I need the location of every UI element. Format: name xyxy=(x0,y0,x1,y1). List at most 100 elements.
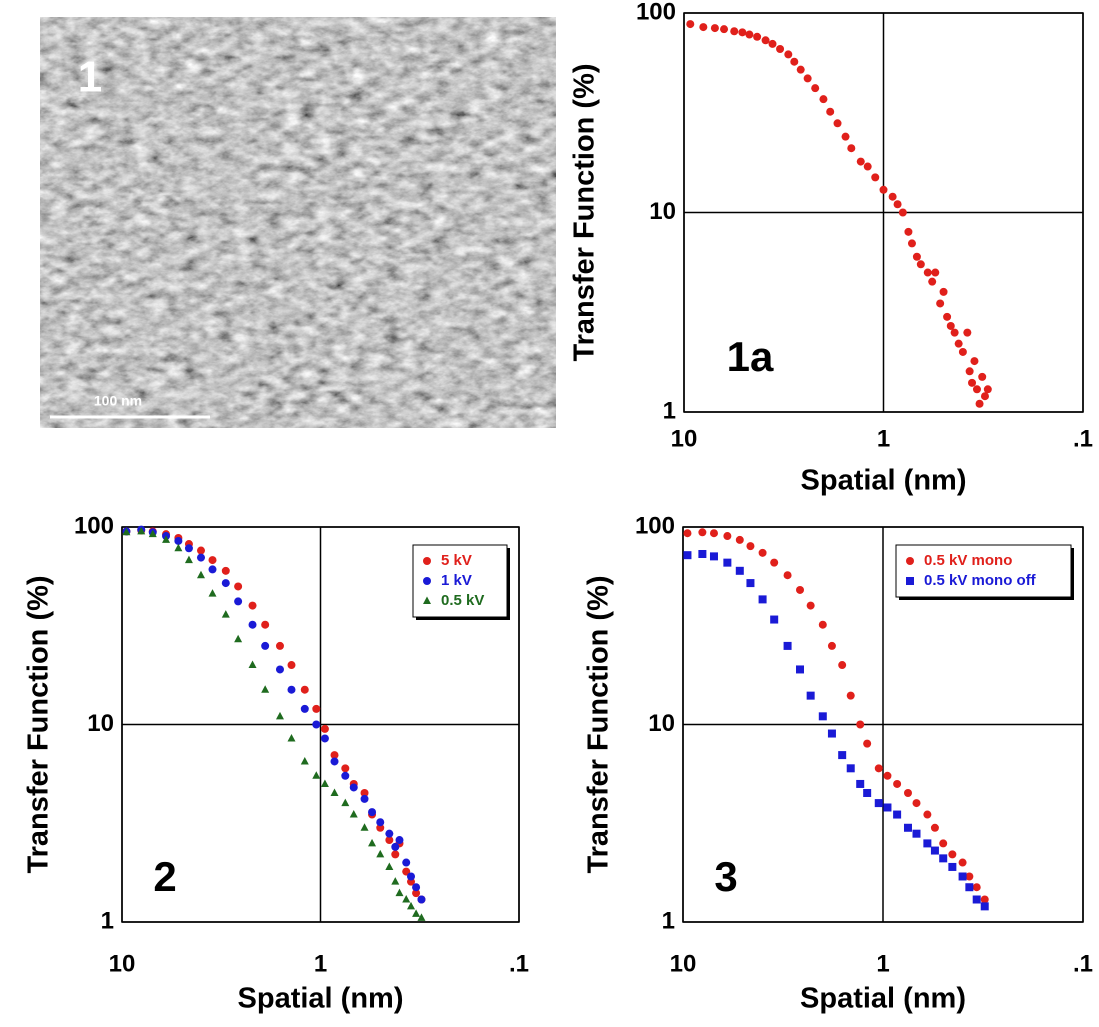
point xyxy=(300,756,309,765)
point xyxy=(287,685,296,694)
y-tick-label: 100 xyxy=(74,512,114,539)
image-label: 1 xyxy=(78,53,102,102)
point xyxy=(931,268,940,277)
point xyxy=(898,208,907,217)
point xyxy=(939,287,948,296)
point xyxy=(863,739,872,748)
point xyxy=(923,839,932,848)
point xyxy=(735,566,744,575)
point xyxy=(122,527,131,536)
point xyxy=(402,894,411,903)
point xyxy=(903,788,912,797)
point xyxy=(827,641,836,650)
point xyxy=(753,32,762,41)
point xyxy=(912,829,921,838)
point xyxy=(928,277,937,286)
point xyxy=(196,570,205,579)
point xyxy=(856,720,865,729)
y-tick-label: 1 xyxy=(663,397,676,424)
legend-marker xyxy=(906,577,914,585)
point xyxy=(723,532,732,541)
point xyxy=(196,553,205,562)
point xyxy=(417,913,426,921)
point xyxy=(248,620,257,629)
point xyxy=(916,260,925,269)
point xyxy=(783,641,792,650)
x-axis-label: Spatial (nm) xyxy=(238,983,404,1015)
point xyxy=(148,529,157,538)
point xyxy=(776,45,785,54)
point xyxy=(827,729,836,738)
point xyxy=(341,771,350,780)
point xyxy=(174,543,183,552)
point xyxy=(417,895,426,904)
point xyxy=(395,888,404,897)
point xyxy=(686,20,695,29)
point xyxy=(803,74,812,83)
point xyxy=(368,838,377,847)
point xyxy=(376,818,385,827)
y-tick-label: 100 xyxy=(636,0,676,25)
x-axis-label: Spatial (nm) xyxy=(801,465,967,497)
point xyxy=(965,883,974,892)
point xyxy=(972,895,981,904)
point xyxy=(770,615,779,624)
point xyxy=(735,535,744,544)
point xyxy=(221,566,230,575)
point xyxy=(958,347,967,356)
point xyxy=(683,529,692,538)
point xyxy=(341,798,350,807)
point xyxy=(863,788,872,797)
point xyxy=(723,558,732,567)
point xyxy=(300,685,309,694)
point xyxy=(412,889,421,898)
point xyxy=(391,842,400,851)
point xyxy=(912,252,921,261)
legend-marker xyxy=(906,557,914,565)
legend-label: 1 kV xyxy=(441,572,472,589)
x-tick-label: 10 xyxy=(671,425,698,452)
point xyxy=(893,810,902,819)
point xyxy=(261,685,270,693)
x-tick-label: .1 xyxy=(1073,950,1093,977)
point xyxy=(874,764,883,773)
point xyxy=(796,65,805,74)
point xyxy=(376,823,385,832)
sem-texture xyxy=(40,17,556,428)
point xyxy=(806,601,815,610)
point xyxy=(208,565,217,574)
point xyxy=(879,185,888,194)
point xyxy=(930,823,939,832)
point xyxy=(758,595,767,604)
point xyxy=(833,119,842,128)
point xyxy=(770,558,779,567)
point xyxy=(221,579,230,588)
point xyxy=(819,95,828,104)
panel-label: 1a xyxy=(727,333,774,380)
point xyxy=(796,665,805,674)
point xyxy=(709,529,718,538)
legend-marker xyxy=(423,557,431,565)
point xyxy=(221,610,230,618)
x-tick-label: .1 xyxy=(509,950,529,977)
point xyxy=(234,582,243,591)
point xyxy=(320,734,329,743)
point xyxy=(234,634,243,643)
point xyxy=(948,862,957,871)
point xyxy=(806,691,815,700)
point xyxy=(790,57,799,66)
point xyxy=(137,526,146,535)
point xyxy=(698,528,707,537)
point xyxy=(968,378,977,387)
point xyxy=(983,385,992,394)
point xyxy=(972,385,981,394)
point xyxy=(738,28,747,37)
point xyxy=(402,867,411,876)
point xyxy=(936,299,945,308)
point xyxy=(208,556,217,565)
panel-label: 2 xyxy=(153,853,176,900)
point xyxy=(950,328,959,337)
point xyxy=(943,312,952,321)
point xyxy=(958,872,967,881)
